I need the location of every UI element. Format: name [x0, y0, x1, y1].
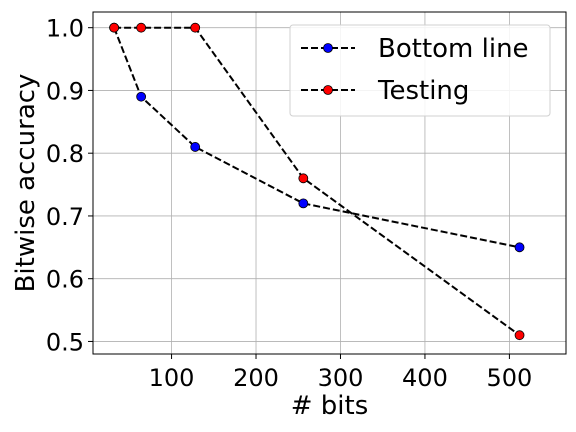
data-point — [514, 330, 525, 341]
data-point — [109, 22, 120, 33]
series-line — [113, 27, 520, 249]
legend-marker — [323, 43, 333, 53]
x-tick-label: 100 — [149, 364, 195, 392]
y-tick-label: 0.6 — [46, 266, 84, 294]
y-tick-label: 0.9 — [46, 77, 84, 105]
plot-frame — [92, 11, 567, 355]
data-point — [190, 142, 201, 152]
legend-marker — [323, 85, 333, 95]
data-point — [514, 242, 525, 253]
x-tick-label: 400 — [402, 364, 448, 392]
data-point — [136, 22, 147, 33]
y-tick-label: 0.7 — [46, 203, 84, 231]
legend-entries: Bottom line Testing — [301, 34, 529, 106]
x-tick-label: 300 — [318, 364, 364, 392]
y-tick-label: 1.0 — [46, 15, 84, 43]
data-point — [298, 173, 309, 184]
y-axis-label: Bitwise accuracy — [11, 74, 41, 293]
data-point — [136, 91, 147, 102]
series-group — [109, 22, 525, 341]
legend: Bottom line Testing — [289, 24, 551, 117]
x-tick-label: 500 — [487, 364, 533, 392]
x-axis-ticks: 100 200 300 400 500 — [149, 354, 533, 392]
x-tick-label: 200 — [233, 364, 279, 392]
y-tick-label: 0.8 — [46, 140, 84, 168]
y-tick-label: 0.5 — [46, 328, 84, 356]
legend-label: Testing — [377, 76, 469, 106]
x-axis-label: # bits — [291, 391, 369, 421]
legend-label: Bottom line — [378, 34, 529, 64]
data-point — [298, 198, 309, 209]
y-axis-ticks: 0.5 0.6 0.7 0.8 0.9 1.0 — [46, 15, 93, 356]
data-point — [190, 22, 201, 33]
